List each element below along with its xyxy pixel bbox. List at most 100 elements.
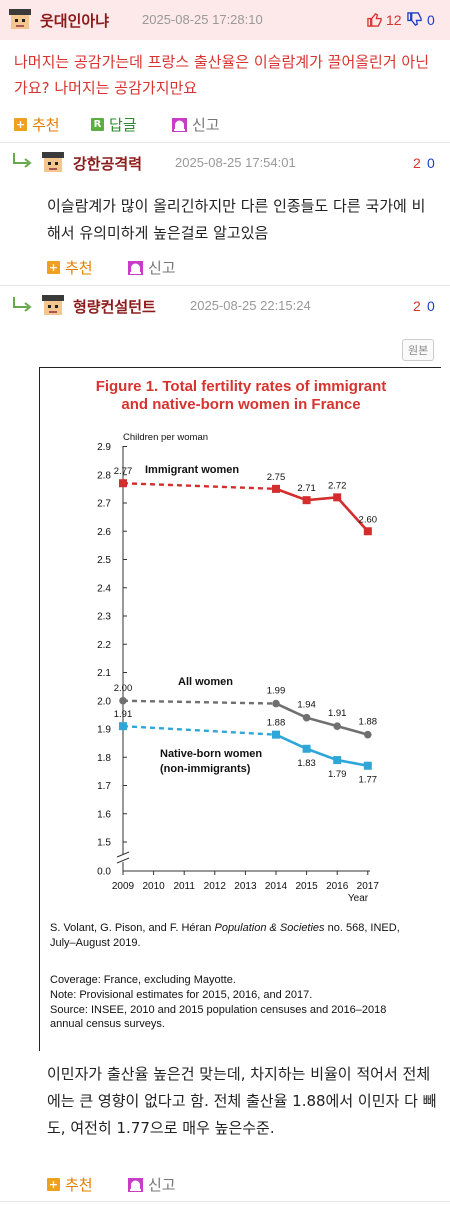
upvote-count[interactable]: 2	[413, 298, 421, 314]
x-tick-label: 2012	[204, 881, 227, 892]
x-tick-label: 2013	[234, 881, 257, 892]
report-button[interactable]: 신고	[128, 257, 176, 278]
downvote-count: 0	[427, 12, 435, 28]
chart-source-end: annual census surveys.	[50, 1018, 165, 1030]
data-label: 1.88	[267, 718, 286, 729]
data-point	[333, 756, 342, 765]
source-authors: S. Volant, G. Pison, and F. Héran	[50, 922, 215, 934]
reply-label: 답글	[109, 116, 137, 134]
data-label: 2.60	[359, 514, 378, 525]
user-avatar-icon[interactable]	[40, 150, 66, 176]
legend-immigrant: Immigrant women	[145, 464, 239, 476]
reply-arrow-icon	[13, 153, 32, 168]
comment-text: 이민자가 출산율 높은건 맞는데, 차지하는 비율이 적어서 전체에는 큰 영향…	[47, 1065, 437, 1137]
y-tick-label: 2.4	[97, 583, 111, 594]
report-button[interactable]: 신고	[172, 114, 220, 135]
y-tick-label: 2.7	[97, 499, 111, 510]
data-label: 1.91	[114, 709, 133, 720]
plus-icon: +	[47, 261, 60, 274]
data-label: 1.94	[297, 700, 316, 711]
siren-icon	[128, 260, 143, 275]
y-axis-label: Children per woman	[123, 432, 208, 443]
comment-text: 이슬람계가 많이 올리긴하지만 다른 인종들도 다른 국가에 비해서 유의미하게…	[47, 197, 426, 242]
data-label: 1.77	[359, 775, 378, 786]
y-tick-label: 1.5	[97, 838, 111, 849]
x-tick-label: 2015	[295, 881, 318, 892]
downvote-count[interactable]: 0	[427, 298, 435, 314]
y-tick-label: 1.6	[97, 809, 111, 820]
comment-nickname[interactable]: 웃대인아냐	[40, 12, 110, 30]
series-line	[275, 733, 369, 768]
recommend-label: 추천	[32, 116, 60, 134]
data-point	[272, 730, 280, 739]
x-axis-label: Year	[348, 893, 369, 904]
chart-source: Source: INSEE, 2010 and 2015 population …	[50, 1004, 387, 1016]
recommend-button[interactable]: + 추천	[47, 257, 93, 278]
downvote-count[interactable]: 0	[427, 155, 435, 171]
chart-coverage: Coverage: France, excluding Mayotte.	[50, 974, 236, 986]
comment-header	[0, 0, 450, 40]
comment-timestamp: 2025-08-25 22:15:24	[190, 298, 311, 313]
reply-button[interactable]: R 답글	[91, 114, 137, 135]
series-line	[275, 702, 369, 736]
recommend-label: 추천	[65, 259, 93, 277]
y-tick-label: 1.7	[97, 781, 111, 792]
legend-native-sub: (non-immigrants)	[160, 763, 251, 775]
series-line-estimated	[122, 482, 277, 491]
thumbs-down-icon[interactable]	[407, 12, 422, 27]
chart-note: Note: Provisional estimates for 2015, 20…	[50, 989, 313, 1001]
series-line-estimated	[122, 724, 277, 736]
data-label: 2.77	[114, 466, 133, 477]
x-tick-label: 2014	[265, 881, 288, 892]
y-tick-label: 2.9	[97, 442, 111, 453]
y-tick-label: 0.0	[97, 867, 111, 878]
reply-icon: R	[91, 118, 104, 131]
data-point	[333, 493, 342, 502]
comment-timestamp: 2025-08-25 17:54:01	[175, 155, 296, 170]
legend-native: Native-born women	[160, 748, 262, 760]
plus-icon: +	[14, 118, 27, 131]
user-avatar-icon[interactable]	[7, 7, 33, 33]
data-point	[364, 730, 372, 739]
legend-all: All women	[178, 676, 233, 688]
x-tick-label: 2011	[173, 881, 195, 892]
plus-icon: +	[47, 1178, 60, 1191]
report-label: 신고	[148, 259, 176, 277]
y-tick-label: 2.0	[97, 696, 111, 707]
data-label: 1.99	[267, 686, 286, 697]
report-label: 신고	[148, 1176, 176, 1194]
report-label: 신고	[192, 116, 220, 134]
x-tick-label: 2009	[112, 881, 135, 892]
series-line-estimated	[122, 699, 277, 705]
report-button[interactable]: 신고	[128, 1174, 176, 1195]
upvote-count[interactable]: 2	[413, 155, 421, 171]
fertility-chart: Figure 1. Total fertility rates of immig…	[96, 378, 387, 904]
data-point	[272, 484, 280, 493]
original-image-button[interactable]: 원본	[402, 339, 435, 361]
y-tick-label: 2.2	[97, 640, 111, 651]
source-date: July–August 2019.	[50, 937, 141, 949]
data-point	[272, 699, 280, 708]
y-tick-label: 1.8	[97, 753, 111, 764]
data-label: 2.71	[297, 483, 316, 494]
x-tick-label: 2010	[142, 881, 165, 892]
recommend-button[interactable]: + 추천	[47, 1174, 93, 1195]
series-line	[275, 487, 369, 533]
chart-source-citation: S. Volant, G. Pison, and F. Héran Popula…	[50, 921, 440, 951]
source-rest: no. 568, INED,	[324, 922, 400, 934]
thumbs-up-icon[interactable]	[367, 12, 382, 27]
recommend-button[interactable]: + 추천	[14, 114, 60, 135]
comment-nickname[interactable]: 강한공격력	[73, 155, 143, 173]
data-point	[363, 527, 372, 536]
data-point	[302, 713, 311, 722]
data-point	[302, 496, 311, 505]
user-avatar-icon[interactable]	[40, 293, 66, 319]
series-layer: 2.77 2.75 2.71 2.72 2.60 2.00 1.99 1.94 1.91 1.88…	[114, 466, 377, 785]
comment-timestamp: 2025-08-25 17:28:10	[142, 12, 263, 27]
data-label: 1.83	[297, 758, 316, 769]
data-label: 1.79	[328, 769, 347, 780]
y-axis: 0.0 1.5 1.6 1.7 1.8 1.9 2.0 2.1 2.2 2.3 2.4 2.5 2.6 2…	[97, 442, 130, 878]
divider	[0, 1201, 450, 1202]
source-journal: Population & Societies	[214, 922, 325, 934]
comment-nickname[interactable]: 형량컨설턴트	[73, 298, 156, 316]
